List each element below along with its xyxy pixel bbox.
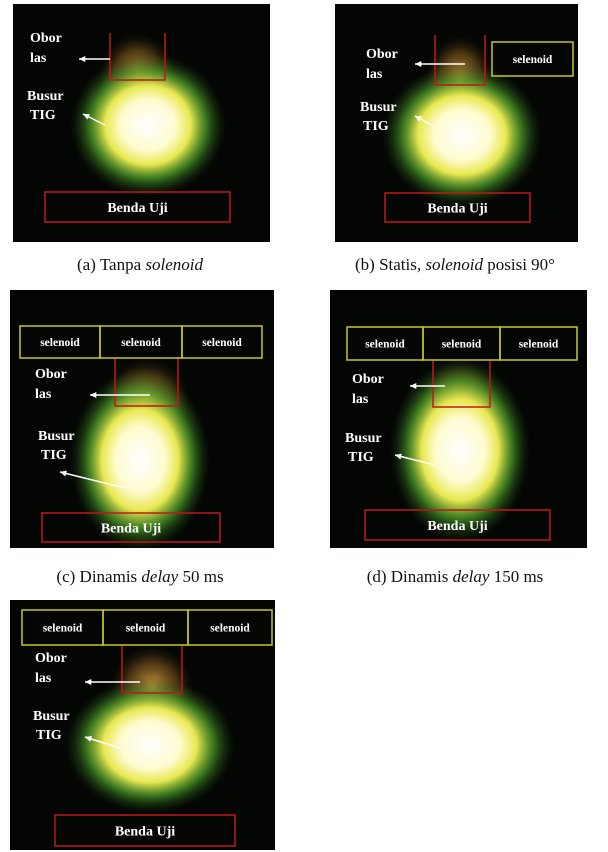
torch-label: las [35, 387, 52, 402]
photo-panel: selenoid selenoid selenoid Obor las Busur TIG B… [10, 290, 274, 548]
torch-label: las [30, 51, 47, 66]
solenoid-label: selenoid [126, 623, 166, 635]
arc-glow [70, 53, 226, 197]
specimen-label: Benda Uji [101, 522, 161, 537]
torch-label: Obor [35, 651, 67, 666]
caption-part: (a) [77, 255, 96, 274]
caption: (b) Statis, solenoid posisi 90° [355, 255, 555, 275]
specimen-label: Benda Uji [107, 201, 167, 216]
torch-label: las [366, 67, 383, 82]
photo-panel: selenoid Obor las Busur TIG Benda Uji [335, 4, 578, 242]
photo-panel: selenoid selenoid selenoid Obor las Busur TIG B… [10, 600, 275, 850]
caption-part: solenoid [145, 255, 203, 274]
torch-label: Obor [366, 47, 398, 62]
caption-part: 150 [494, 567, 520, 586]
arc-label: TIG [348, 450, 374, 465]
arc-glow [65, 677, 235, 813]
solenoid-label: selenoid [519, 339, 559, 351]
caption-part: ms [204, 567, 224, 586]
solenoid-label: selenoid [210, 623, 250, 635]
arc-arrow-head [60, 471, 67, 477]
caption-part: delay [141, 567, 178, 586]
panel-drawing: selenoid Obor las Busur TIG Benda Uji [335, 4, 578, 242]
caption: (a) Tanpa solenoid [77, 255, 203, 275]
torch-arrow-head [415, 61, 421, 67]
torch-arrow-head [79, 56, 85, 62]
torch-label: las [352, 392, 369, 407]
caption-part: (d) [367, 567, 387, 586]
arc-label: TIG [41, 448, 67, 463]
caption-part: Tanpa [100, 255, 141, 274]
arc-label: TIG [36, 728, 62, 743]
caption-part: Dinamis [80, 567, 138, 586]
solenoid-label: selenoid [365, 339, 405, 351]
arc-label: Busur [33, 709, 70, 724]
solenoid-label: selenoid [121, 337, 161, 349]
caption-part: (b) [355, 255, 375, 274]
photo-panel: selenoid selenoid selenoid Obor las Busur TIG B… [330, 290, 587, 548]
solenoid-label: selenoid [442, 339, 482, 351]
arc-label: TIG [30, 108, 56, 123]
solenoid-label: selenoid [40, 337, 80, 349]
specimen-label: Benda Uji [115, 825, 175, 840]
caption-part: Dinamis [391, 567, 449, 586]
caption-part: (c) [56, 567, 75, 586]
arc-label: Busur [27, 89, 64, 104]
solenoid-label: selenoid [43, 623, 83, 635]
torch-arrow-head [85, 679, 91, 685]
solenoid-label: selenoid [513, 54, 553, 66]
caption-part: posisi [487, 255, 527, 274]
caption-part: solenoid [425, 255, 483, 274]
arc-label: Busur [345, 431, 382, 446]
torch-label: Obor [35, 367, 67, 382]
arc-label: TIG [363, 119, 389, 134]
caption: (d) Dinamis delay 150 ms [367, 567, 544, 587]
solenoid-label: selenoid [202, 337, 242, 349]
torch-label: Obor [30, 31, 62, 46]
arc-label: Busur [360, 100, 397, 115]
panel-drawing: selenoid selenoid selenoid Obor las Busur TIG B… [330, 290, 587, 548]
caption-part: 50 [182, 567, 199, 586]
panel-drawing: selenoid selenoid selenoid Obor las Busur TIG B… [10, 600, 275, 850]
caption-part: 90° [531, 255, 555, 274]
specimen-label: Benda Uji [427, 519, 487, 534]
torch-label: Obor [352, 372, 384, 387]
specimen-label: Benda Uji [427, 202, 487, 217]
caption: (c) Dinamis delay 50 ms [56, 567, 223, 587]
panel-drawing: Obor las Busur TIG Benda Uji [13, 4, 270, 242]
photo-panel: Obor las Busur TIG Benda Uji [13, 4, 270, 242]
figure: Obor las Busur TIG Benda Uji (a) Tanpa soleno… [0, 0, 608, 852]
caption-part: delay [453, 567, 490, 586]
panel-drawing: selenoid selenoid selenoid Obor las Busur TIG B… [10, 290, 274, 548]
caption-part: Statis, [379, 255, 421, 274]
torch-label: las [35, 671, 52, 686]
arc-label: Busur [38, 429, 75, 444]
caption-part: ms [523, 567, 543, 586]
